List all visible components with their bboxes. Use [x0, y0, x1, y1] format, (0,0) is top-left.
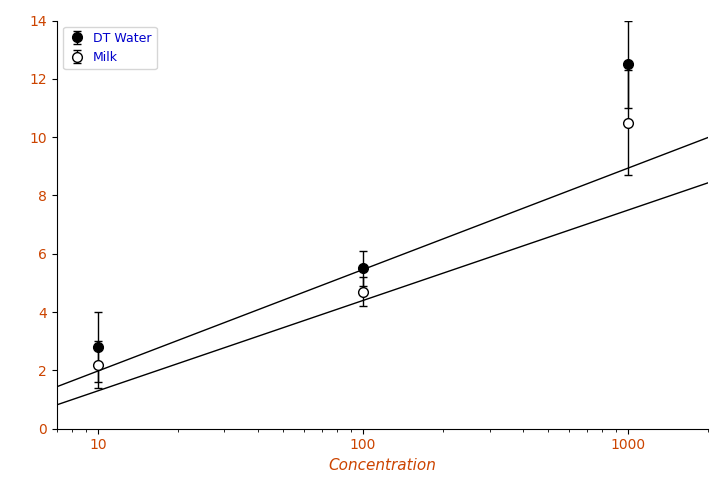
X-axis label: Concentration: Concentration	[328, 458, 437, 473]
Legend: DT Water, Milk: DT Water, Milk	[63, 27, 157, 69]
